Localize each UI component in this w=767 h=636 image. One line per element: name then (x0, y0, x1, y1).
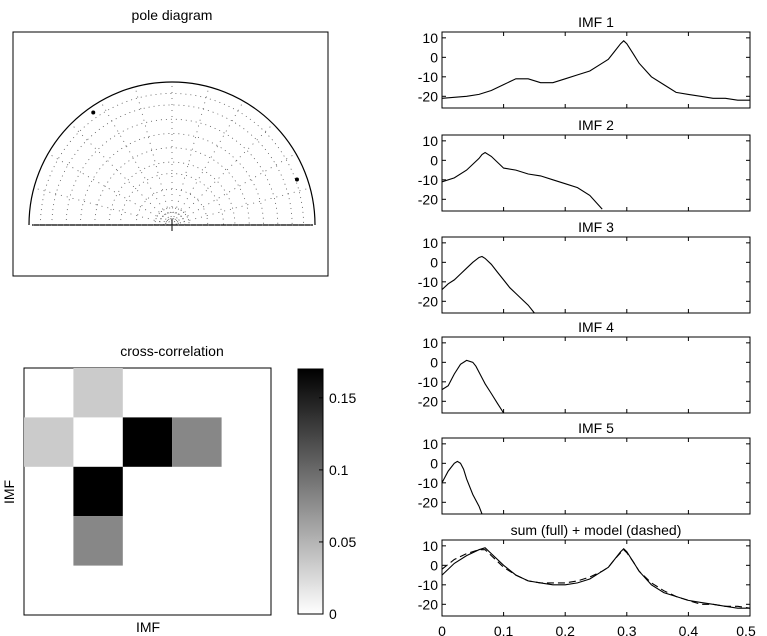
panel-frame (442, 337, 750, 413)
spectrum-line (442, 41, 750, 100)
colorbar-tick-label: 0.15 (329, 390, 356, 406)
radial-line (172, 154, 296, 226)
xcorr-ylabel: IMF (1, 480, 17, 504)
heatmap-cell (172, 417, 221, 466)
panel-title: IMF 5 (578, 420, 614, 436)
y-tick-label: -10 (418, 475, 438, 491)
y-tick-label: 10 (422, 436, 438, 452)
y-tick-label: -20 (418, 293, 438, 309)
colorbar-tick-label: 0 (329, 606, 337, 622)
xcorr-title: cross-correlation (120, 343, 223, 359)
y-tick-label: 10 (422, 335, 438, 351)
y-tick-label: -10 (418, 69, 438, 85)
y-tick-label: 10 (422, 133, 438, 149)
pole-diagram-plot (29, 82, 315, 231)
panel-title: sum (full) + model (dashed) (511, 522, 682, 538)
y-tick-label: -20 (418, 494, 438, 510)
heatmap-cell (73, 467, 122, 516)
radial-line (172, 101, 244, 225)
heatmap-cell (73, 368, 122, 417)
x-tick-label: 0.3 (617, 623, 637, 636)
panel-title: IMF 2 (578, 117, 614, 133)
y-tick-label: 0 (430, 254, 438, 270)
panel-frame (442, 135, 750, 211)
imf-panel: IMF 3 10 0 -10 -20 (418, 219, 750, 313)
radial-line (172, 188, 310, 225)
grid-ring (80, 134, 263, 225)
grid-ring (66, 119, 278, 225)
spectrum-line (442, 153, 602, 210)
radial-line (172, 124, 273, 225)
x-tick-label: 0.4 (679, 623, 699, 636)
y-tick-label: 0 (430, 49, 438, 65)
grid-ring (121, 174, 224, 225)
radial-line (135, 87, 172, 225)
grid-ring (95, 148, 249, 225)
y-tick-label: -20 (418, 88, 438, 104)
colorbar-tick-label: 0.05 (329, 534, 356, 550)
xcorr-frame (24, 368, 271, 615)
panel-frame (442, 438, 750, 514)
xcorr-xlabel: IMF (136, 619, 160, 635)
imf-panel: IMF 5 10 0 -10 -20 (418, 420, 750, 514)
y-tick-label: 0 (430, 455, 438, 471)
imf-panel: IMF 1 10 0 -10 -20 (418, 14, 750, 108)
spectrum-line (442, 360, 504, 413)
y-tick-label: 10 (422, 235, 438, 251)
radial-line (34, 188, 172, 225)
imf-panels: IMF 1 10 0 -10 -20 IMF 2 10 0 -10 -20 IMF 3 10 0 -10 -… (418, 14, 756, 636)
y-tick-label: -10 (418, 374, 438, 390)
panel-title: IMF 3 (578, 219, 614, 235)
model-line (442, 550, 750, 609)
y-tick-label: 10 (422, 30, 438, 46)
y-tick-label: -20 (418, 596, 438, 612)
y-tick-label: -20 (418, 393, 438, 409)
pole-diagram-frame (13, 32, 328, 276)
y-tick-label: 10 (422, 538, 438, 554)
y-tick-label: -20 (418, 191, 438, 207)
radial-line (71, 124, 172, 225)
x-tick-label: 0.5 (736, 623, 756, 636)
radial-line (172, 87, 209, 225)
x-tick-label: 0.1 (494, 623, 514, 636)
y-tick-label: 0 (430, 557, 438, 573)
panel-frame (442, 237, 750, 313)
heatmap-cell (24, 417, 73, 466)
spectrum-line (442, 548, 750, 608)
grid-ring (40, 93, 303, 225)
colorbar-ticks: 0 0.05 0.1 0.15 (319, 390, 356, 622)
imf-panel: IMF 2 10 0 -10 -20 (418, 117, 750, 211)
grid-ring (109, 162, 235, 225)
pole-diagram-title: pole diagram (132, 7, 213, 23)
y-tick-label: -10 (418, 274, 438, 290)
heatmap-cell (123, 417, 172, 466)
y-tick-label: 0 (430, 152, 438, 168)
imf-panel: sum (full) + model (dashed)100-10-200 0.1… (418, 522, 756, 636)
colorbar-tick-label: 0.1 (329, 462, 349, 478)
panel-title: IMF 4 (578, 319, 614, 335)
heatmap-cell (73, 516, 122, 565)
pole-point (295, 178, 299, 182)
pole-point (91, 111, 95, 115)
x-tick-label: 0 (438, 623, 446, 636)
unit-circle-arc (29, 82, 315, 225)
panel-title: IMF 1 (578, 14, 614, 30)
spectrum-line (442, 257, 534, 314)
y-tick-label: -10 (418, 577, 438, 593)
colorbar (298, 369, 323, 614)
y-tick-label: 0 (430, 354, 438, 370)
imf-panel: IMF 4 10 0 -10 -20 (418, 319, 750, 413)
x-tick-label: 0.2 (555, 623, 575, 636)
spectrum-line (442, 461, 482, 514)
y-tick-label: -10 (418, 172, 438, 188)
